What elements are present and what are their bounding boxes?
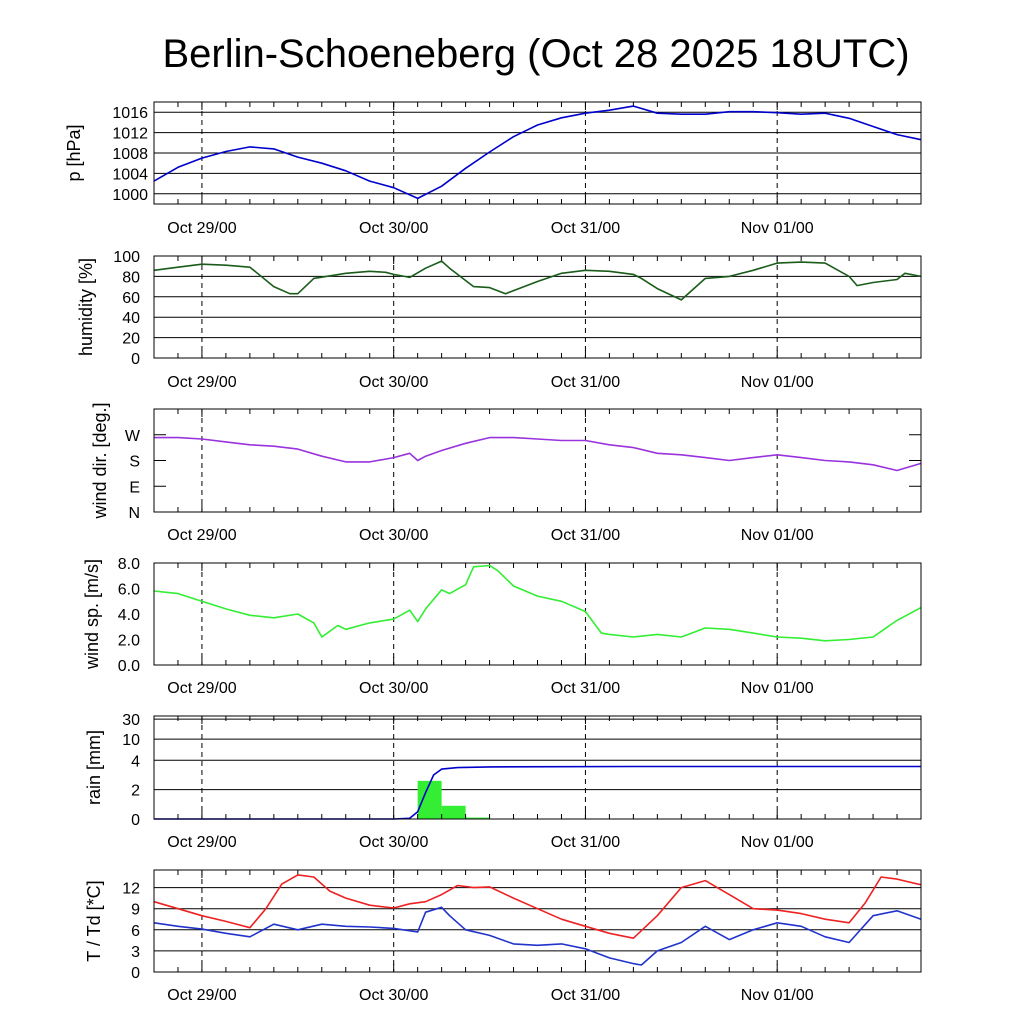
x-tick-label: Nov 01/00	[741, 680, 814, 697]
y-axis-label: humidity [%]	[76, 258, 96, 356]
plot-frame	[153, 101, 922, 205]
y-tick-label: 0	[131, 965, 140, 982]
plot-frame	[153, 869, 922, 973]
y-tick-label: 4	[131, 753, 140, 770]
y-axis-label: wind dir. [deg.]	[90, 402, 110, 519]
panel-temperature: 0 3 6 9 12 Oct 29/00 Oct 30/00 Oct 31/00 Nov 01/…	[84, 869, 922, 1004]
rain-bar	[417, 780, 442, 819]
rain-bar	[441, 805, 466, 819]
x-tick-label: Oct 29/00	[167, 220, 236, 237]
x-tick-label: Oct 31/00	[551, 374, 620, 391]
panel-humidity: 0 20 40 60 80 100 Oct 29/00 Oct 30/00 Oct 31/00 N…	[76, 249, 922, 391]
y-tick-label: 60	[122, 290, 140, 307]
y-tick-label: 2	[131, 783, 140, 800]
series-line-td	[153, 906, 922, 966]
x-tick-label: Oct 31/00	[551, 987, 620, 1004]
plot-frame	[153, 408, 922, 513]
y-tick-label: E	[129, 479, 140, 496]
series-line-wind-direction	[154, 436, 922, 472]
series-line-wind-speed	[153, 564, 922, 642]
y-tick-label: 20	[122, 331, 140, 348]
y-tick-label: 0	[131, 812, 140, 829]
y-tick-label: 1004	[112, 166, 148, 183]
rain-bar	[465, 817, 490, 819]
x-tick-label: Oct 31/00	[551, 680, 620, 697]
x-tick-label: Oct 31/00	[551, 834, 620, 851]
y-axis-label: p [hPa]	[64, 124, 84, 181]
y-axis-label: rain [mm]	[84, 730, 104, 805]
x-tick-label: Oct 29/00	[167, 374, 236, 391]
plot-frame	[153, 715, 922, 820]
y-tick-label: 30	[122, 712, 140, 729]
x-tick-label: Nov 01/00	[741, 527, 814, 544]
x-tick-label: Oct 30/00	[359, 220, 428, 237]
plot-frame	[153, 562, 922, 666]
y-tick-label: 6.0	[118, 582, 140, 599]
y-tick-label: 10	[122, 732, 140, 749]
y-tick-label: 80	[122, 269, 140, 286]
y-tick-label: 12	[122, 881, 140, 898]
x-tick-label: Oct 30/00	[359, 834, 428, 851]
y-tick-label: 1008	[112, 146, 148, 163]
series-line-accumulated-rain	[154, 765, 921, 820]
x-tick-label: Oct 29/00	[167, 680, 236, 697]
series-line-humidity	[153, 260, 922, 301]
chart-title: Berlin-Schoeneberg (Oct 28 2025 18UTC)	[162, 32, 909, 76]
panel-pressure: 1000 1004 1008 1012 1016 Oct 29/00 Oct 30/00 Oc…	[64, 101, 922, 237]
y-tick-label: 8.0	[118, 556, 140, 573]
y-tick-label: 0.0	[118, 658, 140, 675]
x-tick-label: Oct 30/00	[359, 527, 428, 544]
x-tick-label: Oct 29/00	[167, 987, 236, 1004]
y-tick-label: 4.0	[118, 607, 140, 624]
x-tick-label: Nov 01/00	[741, 987, 814, 1004]
x-tick-label: Oct 31/00	[551, 527, 620, 544]
y-tick-label: 1016	[112, 105, 148, 122]
series-line-t	[153, 874, 922, 939]
y-tick-label: 9	[131, 902, 140, 919]
series-line-pressure	[153, 105, 922, 200]
y-tick-label: 1000	[112, 187, 148, 204]
x-tick-label: Oct 30/00	[359, 987, 428, 1004]
y-tick-label: 1012	[112, 126, 148, 143]
y-tick-label: S	[129, 454, 140, 471]
x-tick-label: Nov 01/00	[741, 834, 814, 851]
x-tick-label: Oct 31/00	[551, 220, 620, 237]
x-tick-label: Oct 29/00	[167, 527, 236, 544]
y-tick-label: W	[125, 428, 141, 445]
y-tick-label: N	[128, 505, 140, 522]
y-tick-label: 100	[113, 249, 140, 266]
y-tick-label: 2.0	[118, 633, 140, 650]
plot-frame	[153, 255, 922, 359]
x-tick-label: Oct 29/00	[167, 834, 236, 851]
y-tick-label: 6	[131, 923, 140, 940]
x-tick-label: Oct 30/00	[359, 680, 428, 697]
y-tick-label: 3	[131, 944, 140, 961]
x-tick-label: Nov 01/00	[741, 374, 814, 391]
x-tick-label: Nov 01/00	[741, 220, 814, 237]
y-axis-label: wind sp. [m/s]	[82, 559, 102, 670]
y-axis-label: T / Td [*C]	[84, 880, 104, 961]
panel-rain: 0 2 4 10 30 Oct 29/00 Oct 30/00 Oct 31/00 Nov 01…	[84, 712, 922, 851]
panel-wind_speed: 0.0 2.0 4.0 6.0 8.0 Oct 29/00 Oct 30/00 Oct 31/…	[82, 556, 922, 697]
y-tick-label: 0	[131, 351, 140, 368]
x-tick-label: Oct 30/00	[359, 374, 428, 391]
y-tick-label: 40	[122, 310, 140, 327]
